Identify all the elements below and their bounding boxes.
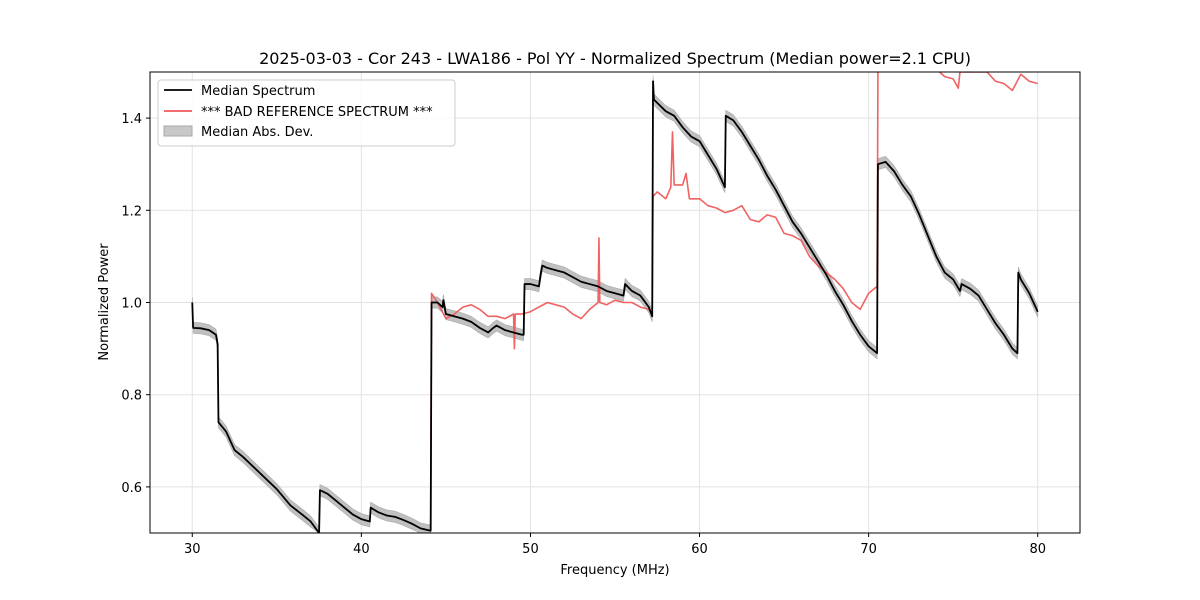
x-axis-label: Frequency (MHz) xyxy=(560,563,669,578)
chart-title: 2025-03-03 - Cor 243 - LWA186 - Pol YY -… xyxy=(259,49,971,68)
x-tick-label: 40 xyxy=(353,542,370,557)
legend-frame xyxy=(157,79,456,147)
x-tick-label: 70 xyxy=(860,542,877,557)
y-tick-label: 0.6 xyxy=(121,481,142,496)
legend-swatch-mad xyxy=(163,125,193,137)
y-tick-label: 1.2 xyxy=(121,204,142,219)
x-tick-label: 30 xyxy=(184,542,201,557)
median-spectrum-line xyxy=(191,80,1039,533)
y-tick-label: 1.0 xyxy=(121,297,142,312)
grid-lines xyxy=(150,72,1080,533)
y-axis-ticks: 0.6 0.8 1.0 1.2 1.4 xyxy=(121,112,150,496)
x-tick-label: 60 xyxy=(691,542,708,557)
y-axis-label: Normalized Power xyxy=(97,243,112,361)
legend: Median Spectrum *** BAD REFERENCE SPECTR… xyxy=(157,79,456,147)
legend-label-bad-reference: *** BAD REFERENCE SPECTRUM *** xyxy=(201,105,433,120)
x-tick-label: 50 xyxy=(522,542,539,557)
legend-label-mad: Median Abs. Dev. xyxy=(201,125,313,140)
x-tick-label: 80 xyxy=(1029,542,1046,557)
mad-band-layer xyxy=(191,75,1039,534)
bad-reference-spectrum-line xyxy=(939,72,1038,92)
series-layer xyxy=(191,72,1039,533)
mad-band xyxy=(191,75,1039,534)
y-tick-label: 0.8 xyxy=(121,389,142,404)
x-axis-ticks: 30 40 50 60 70 80 xyxy=(184,533,1046,557)
y-tick-label: 1.4 xyxy=(121,112,142,127)
legend-label-median: Median Spectrum xyxy=(201,84,315,99)
